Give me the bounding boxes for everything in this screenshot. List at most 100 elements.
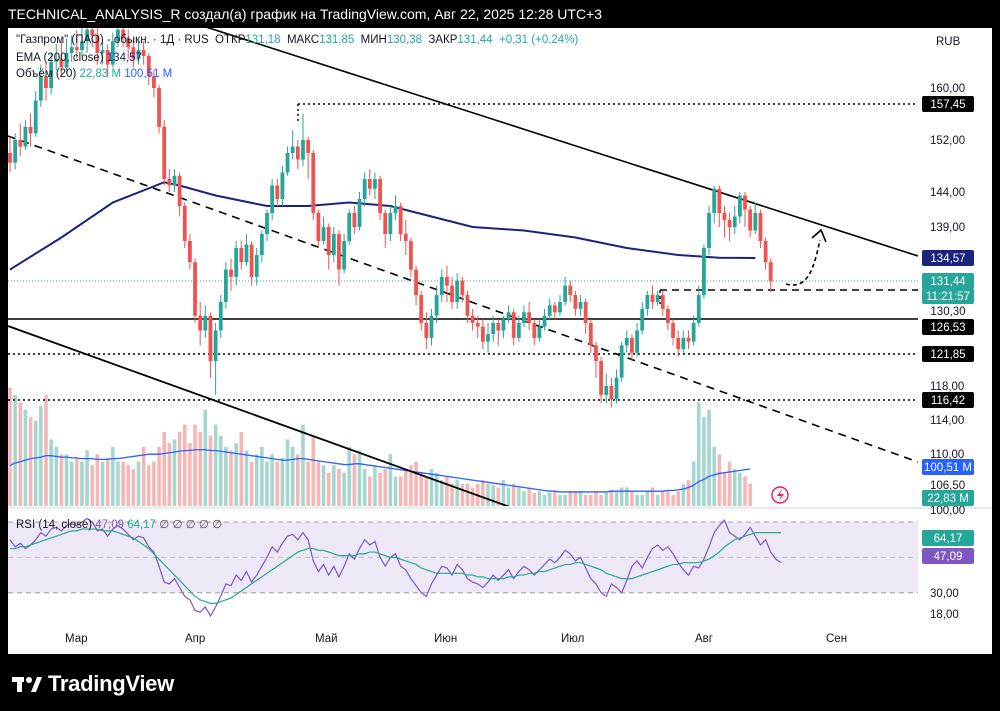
candle-body xyxy=(295,146,300,160)
rsi-value: 47,09 xyxy=(95,519,125,531)
candle-body xyxy=(249,244,254,277)
candle-body xyxy=(619,345,624,378)
candle-body xyxy=(630,337,634,353)
candle-body xyxy=(8,153,12,163)
ema-legend[interactable]: EMA (200, close) 134,57 xyxy=(16,52,142,64)
volume-bar xyxy=(527,487,531,506)
volume-bar xyxy=(198,432,202,506)
price-tag: 47,09 xyxy=(934,551,963,563)
candle-body xyxy=(424,322,429,338)
candle-body xyxy=(563,285,568,302)
candle-body xyxy=(85,29,89,42)
price-tag-box xyxy=(922,96,974,112)
candle-body xyxy=(712,188,717,213)
candle-body xyxy=(599,361,603,395)
candle-body xyxy=(506,312,511,320)
drawing-layer xyxy=(8,28,918,506)
candle-body xyxy=(146,55,151,77)
price-tag-box xyxy=(922,530,974,546)
candle-body xyxy=(362,179,367,199)
candle-body xyxy=(337,233,341,270)
volume-bar xyxy=(511,483,516,506)
candle-body xyxy=(409,240,413,270)
alert-icon-bolt xyxy=(777,489,784,501)
volume-bar xyxy=(157,446,161,506)
footer xyxy=(0,654,1000,711)
candle-body xyxy=(383,213,388,234)
candle-body xyxy=(686,337,691,342)
price-tag: 121,85 xyxy=(930,349,965,361)
volume-bar xyxy=(244,450,249,506)
volume-bar xyxy=(604,492,609,506)
tradingview-brand: TradingView xyxy=(48,671,174,696)
time-axis-label: Май xyxy=(315,633,338,645)
chart-canvas[interactable]: 160,00 152,00 144,00 139,00 118,00 114,00 110,… xyxy=(8,28,992,654)
candle-body xyxy=(342,240,346,270)
volume-bar xyxy=(182,424,187,506)
candle-body xyxy=(640,308,645,331)
volume-bar xyxy=(167,443,172,506)
candle-body xyxy=(59,58,64,68)
low-label: МИН xyxy=(360,34,387,46)
volume-bar xyxy=(136,461,141,506)
volume-bar xyxy=(583,494,588,506)
volume-bar xyxy=(609,489,614,506)
volume-bar xyxy=(368,476,372,506)
volume-bar xyxy=(743,476,747,506)
volume-bar xyxy=(455,480,459,506)
volume-bar xyxy=(39,406,43,506)
price-tag-box xyxy=(922,346,974,362)
price-tag-box xyxy=(922,273,974,289)
volume-bar xyxy=(558,494,562,506)
volume-legend[interactable]: Объём (20) 22,83 M 100,51 M xyxy=(16,68,172,80)
candle-body xyxy=(121,29,125,39)
main-legend: "Газпром" (ПАО) - обыкн. · 1Д · RUS ОТКР… xyxy=(16,34,578,46)
candle-body xyxy=(594,345,598,362)
symbol-name[interactable]: "Газпром" (ПАО) - обыкн. · 1Д · RUS xyxy=(16,34,209,46)
volume-bar xyxy=(640,494,645,506)
volume-bar xyxy=(506,487,511,506)
candle-body xyxy=(270,185,275,213)
time-axis-label: Июл xyxy=(561,633,584,645)
candle-body xyxy=(306,140,311,153)
volume-bar xyxy=(568,491,573,506)
candle-body xyxy=(614,377,619,400)
volume-bar xyxy=(434,472,439,506)
volume-bar xyxy=(208,435,213,506)
candle-body xyxy=(74,47,79,51)
volume-bar xyxy=(496,487,501,506)
volume-bar xyxy=(121,461,125,506)
candle-body xyxy=(13,140,18,163)
candle-body xyxy=(280,172,285,199)
volume-bar xyxy=(172,439,177,506)
volume-bar xyxy=(738,472,742,506)
price-tag: 130,30 xyxy=(930,306,965,318)
price-axis-tick: 118,00 xyxy=(930,381,964,393)
candle-body xyxy=(676,337,681,350)
volume-bar xyxy=(193,424,197,506)
candle-body xyxy=(460,280,465,296)
volume-bar xyxy=(49,439,53,506)
volume-bar xyxy=(666,491,670,506)
candle-body xyxy=(414,269,418,296)
candle-body xyxy=(768,262,773,282)
candle-body xyxy=(702,247,706,296)
candle-body xyxy=(116,29,120,42)
candle-body xyxy=(480,326,485,342)
candle-body xyxy=(542,315,547,327)
volume-bar xyxy=(265,461,269,506)
volume-bar xyxy=(409,465,413,506)
volume-bar xyxy=(326,472,331,506)
volume-bar xyxy=(727,461,732,506)
chart-area[interactable]: 160,00 152,00 144,00 139,00 118,00 114,00 110,… xyxy=(8,28,992,654)
low-value: 130,38 xyxy=(386,34,423,46)
volume-bar xyxy=(373,465,377,506)
price-tag: 131,44 xyxy=(930,276,966,288)
ema-label: EMA (200, close) xyxy=(16,52,104,64)
volume-bar xyxy=(33,420,38,506)
price-tag-box xyxy=(922,392,974,408)
volume-bar xyxy=(486,483,490,506)
volume-bar xyxy=(105,457,110,506)
rsi-legend[interactable]: RSI (14, close) 47,09 64,17 ∅ ∅ ∅ ∅ ∅ xyxy=(16,517,222,531)
currency-label[interactable]: RUB xyxy=(936,36,961,48)
